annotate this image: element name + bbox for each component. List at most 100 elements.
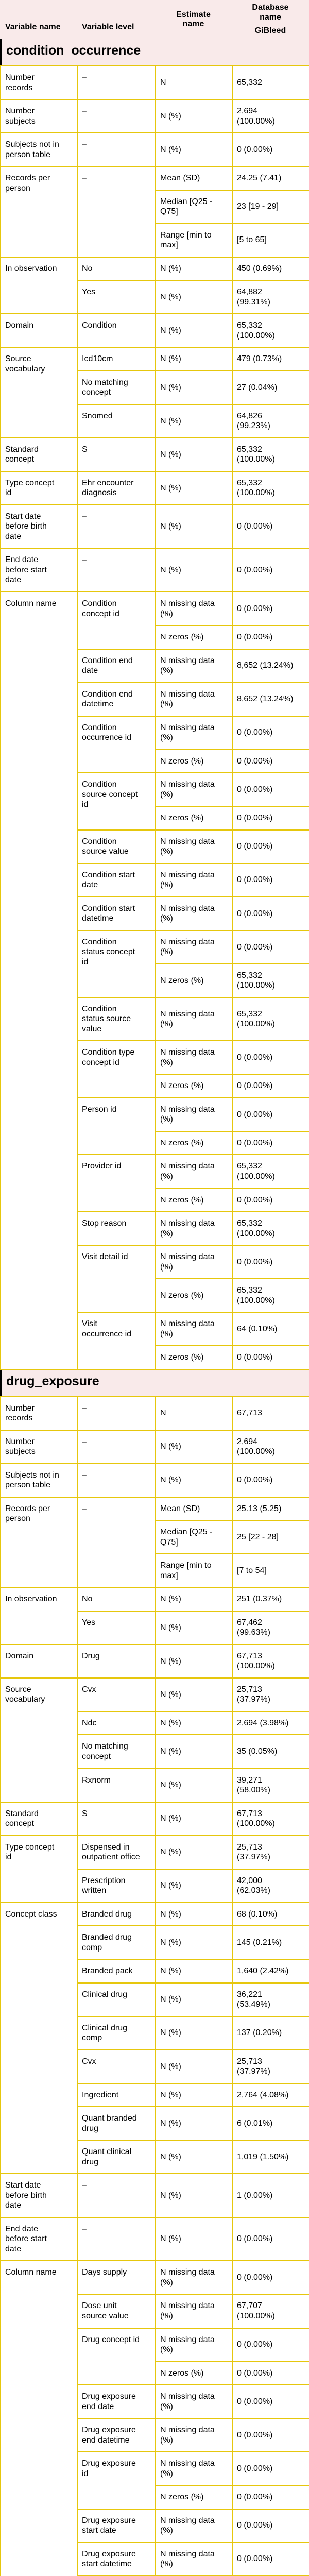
estimate-name-cell: N zeros (%) xyxy=(155,749,233,774)
estimate-value-cell: 0 (0.00%) xyxy=(232,1097,309,1132)
table-row: In observation No N (%) 251 (0.37%) xyxy=(0,1587,309,1645)
estimate-value-cell: 23 [19 - 29] xyxy=(232,189,309,224)
estimate-name-cell: Median [Q25 - Q75] xyxy=(155,189,233,224)
estimate-name-cell: Mean (SD) xyxy=(155,166,233,191)
table-row: Median [Q25 - Q75] 23 [19 - 29] xyxy=(1,189,309,224)
variable-level-cell: Drug exposure id xyxy=(77,2451,156,2510)
table-row: Number subjects – N (%) 2,694 (100.00%) xyxy=(0,99,309,134)
estimate-value-cell: 0 (0.00%) xyxy=(232,2361,309,2386)
estimate-name-cell: N (%) xyxy=(155,370,233,405)
table-row: Ingredient N (%) 2,764 (4.08%) xyxy=(1,2082,309,2108)
variable-name-cell: Concept class xyxy=(0,1902,78,2175)
estimate-value-cell: 35 (0.05%) xyxy=(232,1734,309,1769)
summary-table-condition_occurrence: Number records – N 65,332 Number subjects – N … xyxy=(0,65,309,1370)
estimate-name-cell: N missing data (%) xyxy=(155,996,233,1042)
variable-level-cell: Condition xyxy=(77,313,156,348)
variable-level-cell: Ingredient xyxy=(77,2082,156,2108)
estimate-value-cell: 0 (0.00%) xyxy=(232,1463,309,1498)
estimate-value-cell: 0 (0.00%) xyxy=(232,1074,309,1098)
estimate-name-cell: N missing data (%) xyxy=(155,2508,233,2543)
estimate-name-cell: N (%) xyxy=(155,2015,233,2050)
estimate-value-cell: 25,713 (37.97%) xyxy=(232,1835,309,1870)
estimate-value-cell: 67,462 (99.63%) xyxy=(232,1610,309,1645)
estimate-name-cell: N (%) xyxy=(155,2049,233,2084)
estimate-value-cell: 0 (0.00%) xyxy=(232,1188,309,1213)
estimate-value-cell: 0 (0.00%) xyxy=(232,2508,309,2543)
table-row: N zeros (%) 0 (0.00%) xyxy=(1,1130,309,1156)
estimate-name-cell: N (%) xyxy=(155,437,233,472)
table-row: End date before start date – N (%) 0 (0.00%… xyxy=(0,548,309,592)
variable-name-cell: Records per person xyxy=(0,1496,78,1588)
table-row: Concept class Branded drug N (%) 68 (0.10%) xyxy=(0,1902,309,2175)
estimate-value-cell: [5 to 65] xyxy=(232,223,309,258)
estimate-name-cell: N (%) xyxy=(155,1925,233,1960)
estimate-name-cell: N xyxy=(155,65,233,100)
table-row: Yes N (%) 64,882 (99.31%) xyxy=(1,280,309,315)
estimate-value-cell: 0 (0.00%) xyxy=(232,715,309,750)
estimate-value-cell: 65,332 (100.00%) xyxy=(232,437,309,472)
variable-level-cell: – xyxy=(77,548,156,592)
estimate-value-cell: 8,652 (13.24%) xyxy=(232,682,309,717)
variable-level-cell: Condition source value xyxy=(77,829,156,864)
variable-name-cell: End date before start date xyxy=(0,2216,78,2262)
estimate-name-cell: N (%) xyxy=(155,2082,233,2108)
estimate-value-cell: 0 (0.00%) xyxy=(232,929,309,964)
estimate-name-cell: N zeros (%) xyxy=(155,806,233,831)
column-header-estimate-name: Estimate name xyxy=(176,10,211,28)
variable-name-cell: Number subjects xyxy=(0,99,78,134)
table-row: Number records – N 67,713 xyxy=(0,1396,309,1431)
variable-level-cell: Dose unit source value xyxy=(77,2294,156,2329)
table-row: N zeros (%) 0 (0.00%) xyxy=(1,806,309,831)
variable-level-cell: Condition end datetime xyxy=(77,682,156,717)
estimate-name-cell: N (%) xyxy=(155,2216,233,2262)
variable-level-cell: Branded pack xyxy=(77,1959,156,1984)
variable-name-cell: In observation xyxy=(0,1587,78,1645)
estimate-name-cell: N missing data (%) xyxy=(155,1040,233,1075)
estimate-value-cell: 0 (0.00%) xyxy=(232,896,309,931)
estimate-value-cell: 2,694 (100.00%) xyxy=(232,1429,309,1464)
variable-level-cell: Branded drug xyxy=(77,1902,156,1927)
estimate-name-cell: N missing data (%) xyxy=(155,829,233,864)
table-row: N zeros (%) 0 (0.00%) xyxy=(1,1074,309,1098)
variable-level-cell: Drug exposure end date xyxy=(77,2384,156,2419)
table-row: Snomed N (%) 64,826 (99.23%) xyxy=(1,403,309,438)
section-header-drug_exposure: drug_exposure xyxy=(0,1369,309,1396)
estimate-value-cell: 0 (0.00%) xyxy=(232,2216,309,2262)
estimate-name-cell: N missing data (%) xyxy=(155,682,233,717)
variable-name-cell: Start date before birth date xyxy=(0,2173,78,2218)
variable-level-cell: S xyxy=(77,437,156,472)
table-row: Start date before birth date – N (%) 1 (0.0… xyxy=(0,2173,309,2218)
table-row: Branded pack N (%) 1,640 (2.42%) xyxy=(1,1959,309,1984)
estimate-name-cell: N missing data (%) xyxy=(155,862,233,897)
variable-level-cell: S xyxy=(77,1801,156,1836)
estimate-value-cell: 251 (0.37%) xyxy=(232,1587,309,1612)
variable-name-cell: Standard concept xyxy=(0,437,78,472)
estimate-name-cell: N missing data (%) xyxy=(155,1154,233,1189)
table-row: Visit occurrence id N missing data (%) 64 … xyxy=(1,1312,309,1370)
table-row: N zeros (%) 0 (0.00%) xyxy=(1,1188,309,1213)
variable-name-cell: Number subjects xyxy=(0,1429,78,1464)
variable-level-cell: Stop reason xyxy=(77,1211,156,1246)
variable-name-cell: Start date before birth date xyxy=(0,504,78,549)
table-row: N zeros (%) 0 (0.00%) xyxy=(1,2485,309,2510)
estimate-name-cell: N missing data (%) xyxy=(155,648,233,683)
variable-level-cell: Dispensed in outpatient office xyxy=(77,1835,156,1870)
variable-level-cell: Drug xyxy=(77,1643,156,1679)
estimate-value-cell: 25 [22 - 28] xyxy=(232,1520,309,1555)
estimate-value-cell: 0 (0.00%) xyxy=(232,2384,309,2419)
variable-name-cell: Type concept id xyxy=(0,470,78,505)
variable-level-cell: – xyxy=(77,1396,156,1431)
estimate-value-cell: 25.13 (5.25) xyxy=(232,1496,309,1521)
variable-level-cell: Person id xyxy=(77,1097,156,1156)
estimate-value-cell: 64,882 (99.31%) xyxy=(232,280,309,315)
variable-name-cell: Type concept id xyxy=(0,1835,78,1903)
estimate-name-cell: N xyxy=(155,1396,233,1431)
estimate-name-cell: N missing data (%) xyxy=(155,2260,233,2295)
estimate-value-cell: 67,713 (100.00%) xyxy=(232,1801,309,1836)
variable-level-cell: Condition start date xyxy=(77,862,156,897)
table-row: Drug exposure id N missing data (%) 0 (0.0… xyxy=(1,2451,309,2510)
estimate-name-cell: N (%) xyxy=(155,1768,233,1803)
variable-level-cell: No matching concept xyxy=(77,370,156,405)
column-header-variable-name: Variable name xyxy=(5,22,61,31)
variable-level-cell: Drug exposure end datetime xyxy=(77,2418,156,2453)
